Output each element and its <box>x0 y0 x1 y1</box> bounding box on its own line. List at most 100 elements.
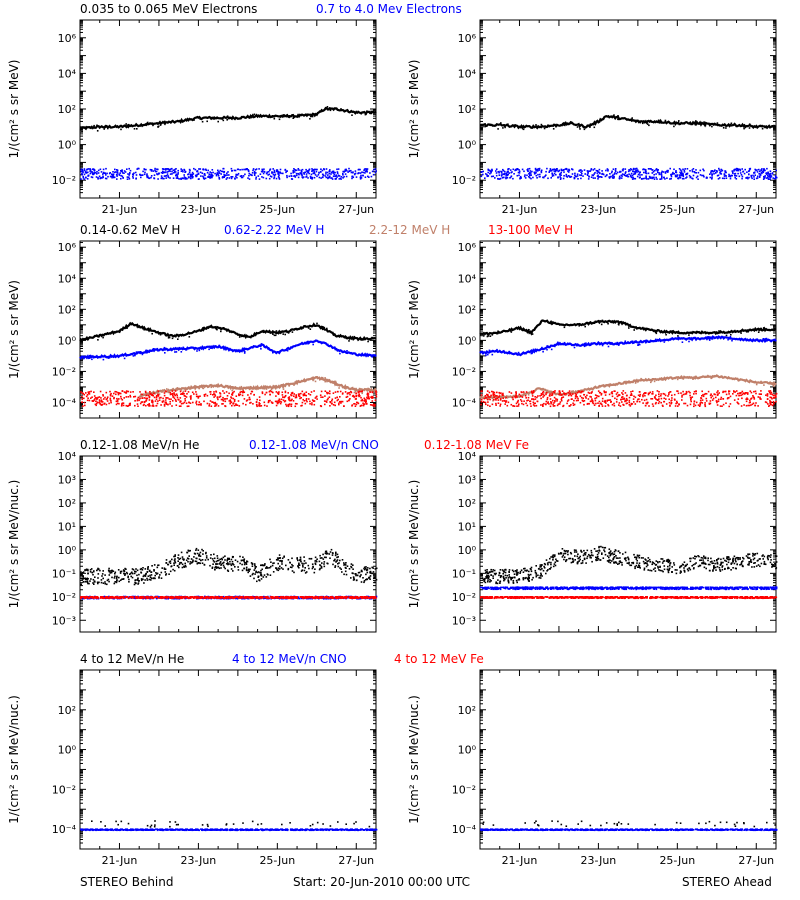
data-point <box>757 396 760 398</box>
data-point <box>670 177 672 180</box>
data-point <box>760 393 762 395</box>
data-point <box>254 169 257 171</box>
data-point <box>747 404 750 407</box>
data-point <box>328 172 331 175</box>
data-point <box>642 177 645 180</box>
data-point <box>228 558 230 560</box>
data-point <box>154 170 157 173</box>
data-point <box>258 396 261 398</box>
data-point <box>586 394 588 397</box>
data-point <box>341 559 344 561</box>
data-point <box>173 397 176 400</box>
data-point <box>325 171 327 174</box>
data-point <box>713 376 715 378</box>
data-point <box>121 399 124 401</box>
data-point <box>139 391 141 393</box>
data-point <box>157 564 159 567</box>
data-point <box>552 168 555 171</box>
data-point <box>160 396 162 399</box>
data-point <box>234 387 237 390</box>
data-point <box>372 571 375 573</box>
data-point <box>519 177 522 179</box>
data-point <box>102 577 104 580</box>
data-point <box>153 392 155 394</box>
data-point <box>357 394 360 397</box>
data-point <box>663 377 665 380</box>
data-point <box>348 399 350 402</box>
data-point <box>622 403 624 406</box>
data-point <box>695 169 697 171</box>
data-point <box>718 177 721 179</box>
data-point <box>124 327 126 330</box>
data-point <box>616 398 618 401</box>
data-point <box>666 177 668 179</box>
data-point <box>637 398 639 401</box>
data-point <box>136 403 139 405</box>
data-point <box>773 396 775 399</box>
data-point <box>653 173 655 176</box>
data-point <box>222 119 225 122</box>
data-point <box>298 173 300 176</box>
data-point <box>640 377 642 380</box>
data-point <box>208 405 210 407</box>
data-point <box>711 337 714 340</box>
data-point <box>496 397 498 400</box>
x-tick-label: 25-Jun <box>259 203 295 216</box>
data-point <box>550 401 553 404</box>
data-point <box>768 175 771 177</box>
data-point <box>648 405 650 407</box>
data-point <box>604 175 607 178</box>
data-point <box>548 171 550 173</box>
data-point <box>634 171 637 173</box>
data-point <box>355 573 357 575</box>
data-point <box>293 175 295 177</box>
data-point <box>636 167 638 170</box>
data-point <box>598 400 601 403</box>
data-point <box>195 560 198 563</box>
data-point <box>144 390 147 393</box>
data-point <box>563 392 566 395</box>
data-point <box>131 576 134 579</box>
data-point <box>694 375 697 378</box>
data-point <box>271 172 273 174</box>
data-point <box>250 562 253 564</box>
data-point <box>172 394 174 396</box>
data-point <box>188 401 190 404</box>
data-point <box>689 391 691 394</box>
data-point <box>647 172 650 175</box>
data-point <box>342 172 344 175</box>
data-point <box>515 353 518 355</box>
data-point <box>500 172 503 174</box>
data-point <box>771 404 774 407</box>
data-point <box>98 399 101 401</box>
data-point <box>569 393 571 396</box>
data-point <box>86 399 89 402</box>
data-point <box>619 170 621 173</box>
data-point <box>239 169 241 171</box>
data-point <box>91 172 94 174</box>
data-point <box>135 174 138 176</box>
data-point <box>685 177 687 179</box>
data-point <box>186 393 188 395</box>
data-point <box>138 596 140 599</box>
data-point <box>90 578 92 580</box>
data-point <box>580 396 583 399</box>
data-point <box>103 398 105 400</box>
data-point <box>590 400 592 402</box>
data-point <box>640 178 643 180</box>
data-point <box>294 169 297 171</box>
data-point <box>338 562 340 564</box>
data-point <box>269 168 272 170</box>
data-point <box>770 383 772 385</box>
data-point <box>620 177 623 179</box>
data-point <box>774 383 777 385</box>
data-point <box>368 397 371 400</box>
data-point <box>198 349 201 352</box>
data-point <box>175 597 177 600</box>
data-point <box>239 562 241 565</box>
data-point <box>166 388 168 390</box>
data-point <box>702 395 705 398</box>
data-point <box>170 398 172 400</box>
data-point <box>96 402 98 405</box>
data-point <box>288 115 291 117</box>
